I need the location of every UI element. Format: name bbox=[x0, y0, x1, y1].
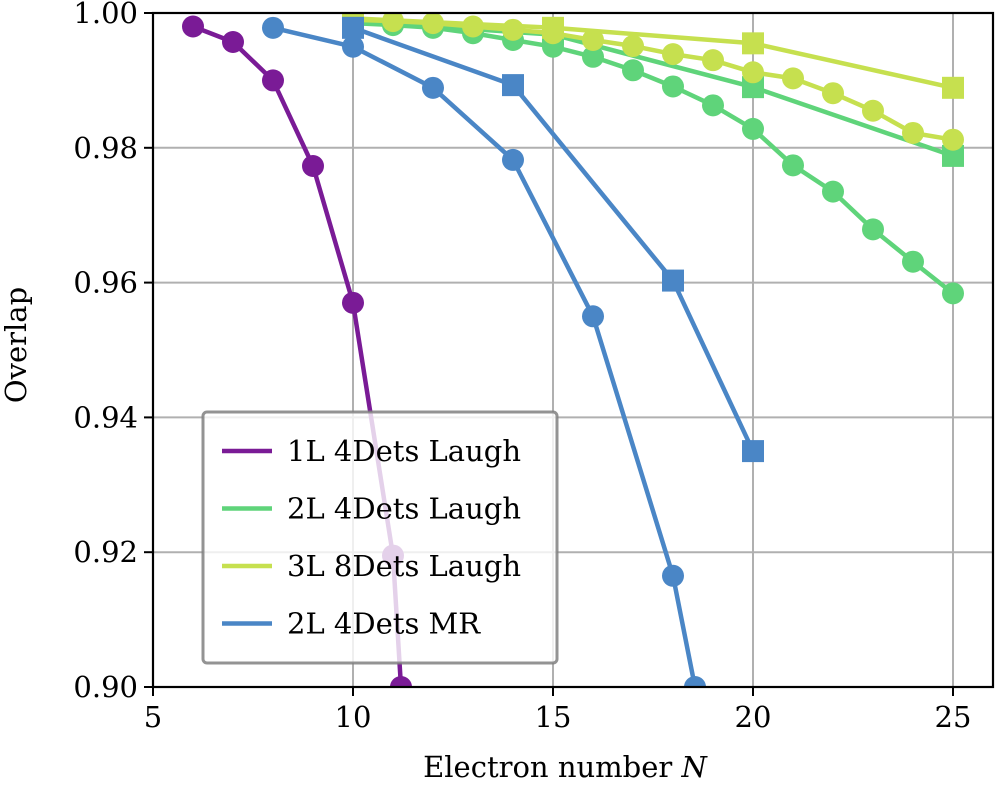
data-point bbox=[822, 180, 844, 203]
x-tick-label: 5 bbox=[144, 700, 162, 734]
data-point bbox=[502, 18, 524, 41]
data-point bbox=[942, 282, 964, 305]
data-point bbox=[662, 43, 684, 66]
data-point-square bbox=[662, 269, 684, 292]
legend-box bbox=[201, 410, 559, 665]
data-point bbox=[862, 99, 884, 122]
y-tick-label: 0.96 bbox=[73, 266, 138, 300]
data-point-square bbox=[942, 76, 964, 99]
legend-label: 2L 4Dets Laugh bbox=[287, 492, 521, 526]
y-tick-label: 0.98 bbox=[73, 131, 138, 165]
data-point bbox=[782, 154, 804, 177]
data-point bbox=[942, 128, 964, 151]
series-2l-4dets-mr-square bbox=[342, 16, 764, 463]
series-line bbox=[352, 25, 756, 453]
data-point bbox=[702, 49, 724, 72]
series-line bbox=[352, 18, 954, 159]
x-axis-title: Electron number N bbox=[423, 750, 708, 784]
series-2l-4dets-mr-circle bbox=[262, 16, 706, 687]
data-point bbox=[822, 82, 844, 105]
data-point bbox=[622, 35, 644, 58]
data-point bbox=[862, 218, 884, 241]
series-layer bbox=[182, 13, 964, 687]
data-point bbox=[702, 94, 724, 117]
data-point bbox=[390, 676, 412, 687]
data-point bbox=[782, 67, 804, 90]
data-point bbox=[222, 30, 244, 53]
data-point bbox=[684, 676, 706, 687]
legend: 1L 4Dets Laugh 2L 4Dets Laugh 3L 8Dets Lau… bbox=[201, 410, 559, 665]
data-point bbox=[742, 61, 764, 84]
data-point bbox=[582, 28, 604, 51]
data-point bbox=[502, 148, 524, 171]
data-point bbox=[342, 35, 364, 58]
data-point bbox=[262, 69, 284, 92]
series-line bbox=[352, 16, 954, 90]
data-point bbox=[582, 45, 604, 68]
data-point bbox=[582, 305, 604, 328]
y-axis-title: Overlap bbox=[0, 287, 33, 403]
data-point-square bbox=[342, 16, 364, 39]
plot-frame bbox=[151, 11, 995, 689]
data-point bbox=[662, 564, 684, 587]
data-point bbox=[422, 76, 444, 99]
x-tick-label: 25 bbox=[935, 700, 972, 734]
x-tick-label: 20 bbox=[735, 700, 772, 734]
y-tick-label: 0.90 bbox=[73, 670, 138, 704]
data-point bbox=[902, 250, 924, 273]
data-point bbox=[902, 121, 924, 144]
data-point-square bbox=[742, 32, 764, 55]
y-tick-label: 1.00 bbox=[73, 0, 138, 30]
legend-label: 1L 4Dets Laugh bbox=[287, 434, 521, 468]
data-point bbox=[462, 15, 484, 38]
data-point-square bbox=[942, 144, 964, 167]
data-point bbox=[262, 16, 284, 39]
data-point bbox=[662, 75, 684, 98]
legend-label: 2L 4Dets MR bbox=[287, 607, 481, 641]
y-tick-label: 0.92 bbox=[73, 535, 138, 569]
data-point-square bbox=[542, 16, 564, 39]
data-point bbox=[302, 154, 324, 177]
data-point-square bbox=[502, 74, 524, 97]
data-point bbox=[622, 59, 644, 82]
legend-label: 3L 8Dets Laugh bbox=[287, 549, 521, 583]
x-tick-label: 10 bbox=[335, 700, 372, 734]
data-point bbox=[182, 15, 204, 38]
data-point-square bbox=[742, 440, 764, 463]
axis-ticks: 5 10 15 20 25 0.90 0.92 0.94 0.96 0.98 1.00 bbox=[73, 0, 971, 734]
data-point bbox=[342, 291, 364, 314]
x-tick-label: 15 bbox=[535, 700, 572, 734]
y-tick-label: 0.94 bbox=[73, 400, 138, 434]
data-point bbox=[742, 117, 764, 140]
series-line bbox=[352, 20, 955, 296]
